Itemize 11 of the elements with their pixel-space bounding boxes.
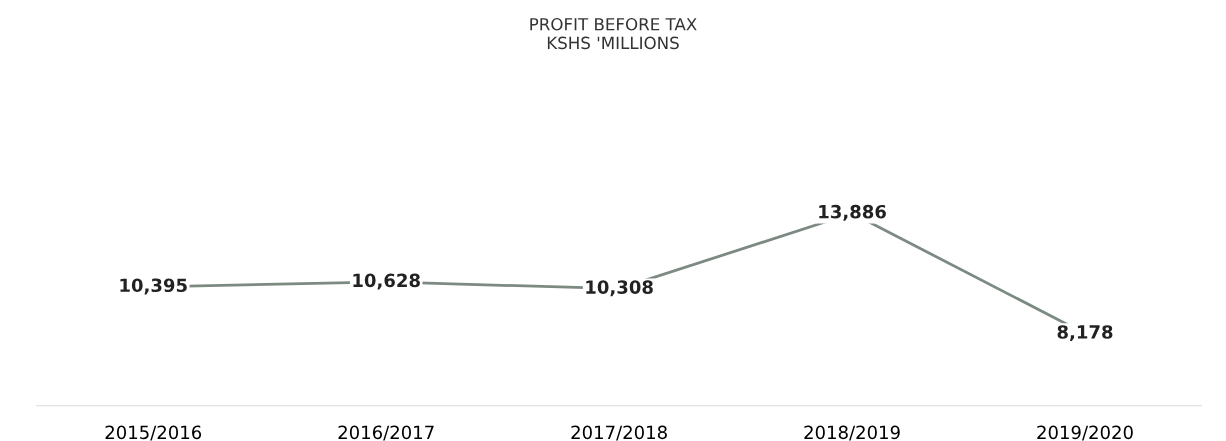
x-tick-label: 2015/2016 — [105, 425, 202, 441]
data-label: 10,395 — [120, 278, 187, 295]
data-label: 10,308 — [586, 280, 653, 297]
chart-title: PROFIT BEFORE TAX KSHS 'MILLIONS — [530, 17, 697, 50]
data-label: 10,628 — [353, 273, 420, 290]
x-tick-label: 2017/2018 — [571, 425, 667, 441]
x-tick-label: 2019/2020 — [1037, 425, 1133, 441]
data-label: 13,886 — [819, 204, 886, 221]
x-tick-label: 2018/2019 — [804, 425, 900, 441]
x-tick-label: 2016/2017 — [338, 425, 434, 441]
data-label: 8,178 — [1057, 325, 1113, 342]
